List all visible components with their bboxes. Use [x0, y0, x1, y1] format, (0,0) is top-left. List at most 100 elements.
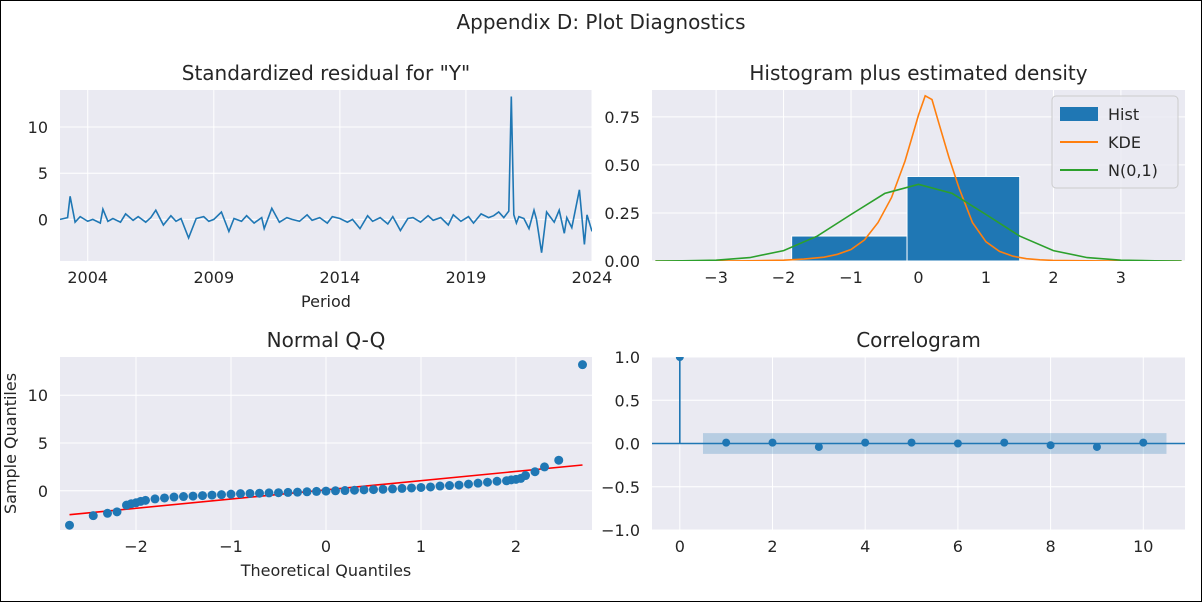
- qq-point: [255, 488, 264, 498]
- legend-label: N(0,1): [1108, 161, 1158, 180]
- qq-point: [340, 486, 350, 496]
- qq-point: [179, 492, 188, 502]
- qq-x-tick-label: 0: [321, 537, 331, 556]
- histogram-legend: Hist KDE N(0,1): [1051, 95, 1179, 189]
- qq-x-label: Theoretical Quantiles: [240, 561, 412, 580]
- qq-point: [445, 481, 454, 491]
- qq-point: [483, 477, 492, 487]
- qq-point: [188, 491, 198, 501]
- residual-panel: 2004 2009 2014 2019 2024 0 5 10 Standardized res…: [28, 61, 613, 311]
- correlogram-title: Correlogram: [856, 328, 981, 352]
- histogram-y-tick-label: 0.50: [604, 156, 640, 175]
- qq-point: [530, 467, 540, 477]
- qq-point: [141, 495, 150, 505]
- residual-x-tick-label: 2004: [67, 268, 108, 287]
- correlogram-y-tick-label: −1.0: [601, 521, 640, 540]
- qq-point: [473, 478, 483, 488]
- acf-point: [722, 438, 731, 447]
- correlogram-panel: 0 2 4 6 8 10 −1.0 −0.5 0.0 0.5 1.0 Correlogram: [601, 328, 1185, 556]
- qq-y-label: Sample Quantiles: [1, 373, 20, 514]
- qq-point: [378, 484, 388, 494]
- legend-label: Hist: [1108, 105, 1139, 124]
- qq-point: [207, 490, 217, 500]
- correlogram-x-tick-label: 0: [675, 537, 685, 556]
- correlogram-y-tick-label: 1.0: [615, 348, 640, 367]
- qq-point: [359, 485, 369, 495]
- histogram-panel: −3 −2 −1 0 1 2 3 0.00 0.25 0.50 0.75 Histogram plus…: [604, 61, 1185, 287]
- qq-point: [160, 493, 169, 503]
- histogram-y-tick-label: 0.75: [604, 108, 640, 127]
- qq-point: [554, 455, 564, 465]
- qq-y-tick-label: 0: [38, 482, 48, 501]
- qq-y-tick-label: 5: [38, 434, 48, 453]
- qq-point: [169, 492, 179, 502]
- qq-point: [540, 462, 549, 472]
- histogram-x-tick-label: −3: [704, 268, 728, 287]
- qq-x-tick-label: 1: [416, 537, 426, 556]
- acf-point: [861, 438, 870, 447]
- qq-point: [578, 360, 587, 370]
- qq-point: [198, 491, 207, 501]
- residual-plot-area: [60, 90, 592, 261]
- qq-point: [350, 485, 359, 495]
- acf-point: [1000, 438, 1009, 447]
- residual-x-tick-label: 2009: [193, 268, 234, 287]
- residual-y-tick-label: 0: [38, 210, 48, 229]
- residual-y-tick-label: 5: [38, 164, 48, 183]
- residual-x-tick-label: 2014: [320, 268, 361, 287]
- qq-point: [397, 483, 407, 493]
- correlogram-x-tick-label: 2: [767, 537, 777, 556]
- histogram-x-tick-label: 1: [981, 268, 991, 287]
- acf-point: [907, 438, 916, 447]
- histogram-x-tick-label: 0: [913, 268, 923, 287]
- qq-point: [217, 490, 226, 500]
- histogram-x-tick-label: −1: [839, 268, 863, 287]
- qq-point: [112, 507, 122, 517]
- correlogram-y-tick-label: 0.5: [615, 391, 640, 410]
- histogram-x-tick-label: −2: [772, 268, 796, 287]
- acf-point: [953, 439, 962, 448]
- acf-point: [768, 438, 777, 447]
- qq-point: [369, 485, 378, 495]
- correlogram-x-tick-label: 10: [1133, 537, 1153, 556]
- residual-data: [60, 96, 592, 253]
- acf-point: [814, 442, 823, 451]
- histogram-data: [655, 94, 1182, 261]
- legend-label: KDE: [1108, 133, 1141, 152]
- correlogram-x-tick-label: 6: [953, 537, 963, 556]
- qq-point: [302, 487, 312, 497]
- histogram-title: Histogram plus estimated density: [749, 61, 1087, 85]
- qq-x-tick-label: 2: [511, 537, 521, 556]
- qq-point: [312, 486, 321, 496]
- residual-x-tick-label: 2024: [572, 268, 613, 287]
- kde-line: [655, 94, 1182, 261]
- qq-point: [226, 489, 236, 499]
- qq-point: [264, 488, 274, 498]
- normal-density-line: [655, 183, 1182, 261]
- qq-data: [65, 360, 587, 530]
- qq-point: [407, 483, 416, 493]
- qq-point: [150, 494, 160, 504]
- correlogram-y-tick-label: −0.5: [601, 478, 640, 497]
- histogram-bar: [791, 235, 908, 261]
- figure-title: Appendix D: Plot Diagnostics: [456, 10, 745, 34]
- residual-y-tick-label: 10: [28, 118, 48, 137]
- qq-point: [492, 476, 502, 486]
- histogram-y-tick-label: 0.25: [604, 204, 640, 223]
- qq-point: [464, 479, 473, 489]
- residual-x-tick-label: 2019: [446, 268, 487, 287]
- qq-point: [321, 486, 331, 496]
- qq-point: [283, 487, 293, 497]
- histogram-x-tick-label: 2: [1048, 268, 1058, 287]
- qq-point: [103, 508, 112, 518]
- acf-point: [1046, 441, 1055, 450]
- qq-y-tick-label: 10: [28, 386, 48, 405]
- qq-point: [293, 487, 302, 497]
- qq-point: [236, 489, 245, 499]
- qq-point: [245, 488, 255, 498]
- residual-title: Standardized residual for "Y": [182, 61, 470, 85]
- qq-point: [388, 484, 397, 494]
- residual-series-line: [60, 96, 592, 253]
